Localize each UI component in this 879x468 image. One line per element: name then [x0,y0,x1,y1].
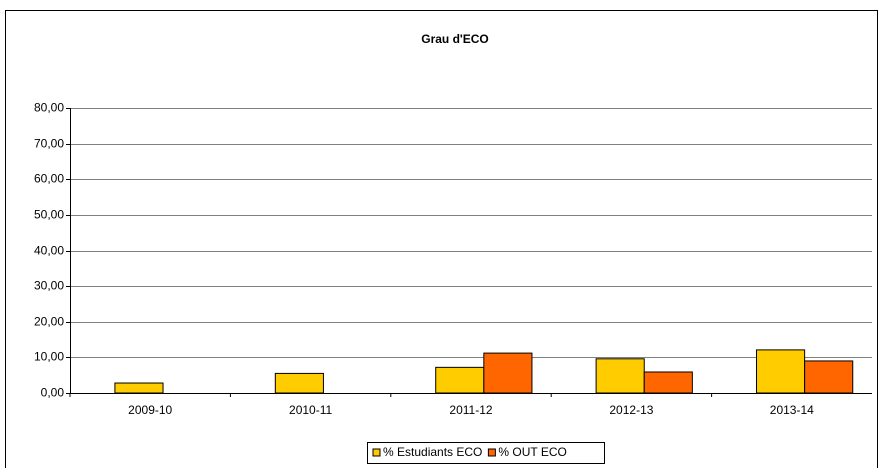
y-tick-label: 10,00 [34,350,64,364]
bar [114,382,164,394]
bar [483,352,533,394]
bar [643,371,693,394]
y-tick-label: 80,00 [34,101,64,115]
x-tick-label: 2010-11 [289,403,332,417]
legend-swatch [487,448,496,457]
chart-title: Grau d'ECO [421,32,489,46]
x-tick-label: 2011-12 [449,403,492,417]
y-tick-label: 40,00 [34,244,64,258]
x-tick-label: 2012-13 [609,403,653,417]
legend-label: % OUT ECO [498,445,566,459]
chart-frame [5,10,878,468]
bar [756,349,806,394]
y-tick-label: 70,00 [34,137,64,151]
bar [595,358,645,394]
y-tick-label: 60,00 [34,172,64,186]
y-tick-label: 0,00 [41,386,65,400]
x-tick-label: 2009-10 [128,403,172,417]
bar [274,372,324,394]
bar [435,366,485,394]
legend-swatch [372,448,381,457]
bar [804,360,854,394]
x-tick-label: 2013-14 [770,403,814,417]
legend-label: % Estudiants ECO [383,445,482,459]
legend-box [367,442,605,464]
y-tick-label: 50,00 [34,208,64,222]
y-tick-label: 20,00 [34,315,64,329]
y-tick-label: 30,00 [34,279,64,293]
